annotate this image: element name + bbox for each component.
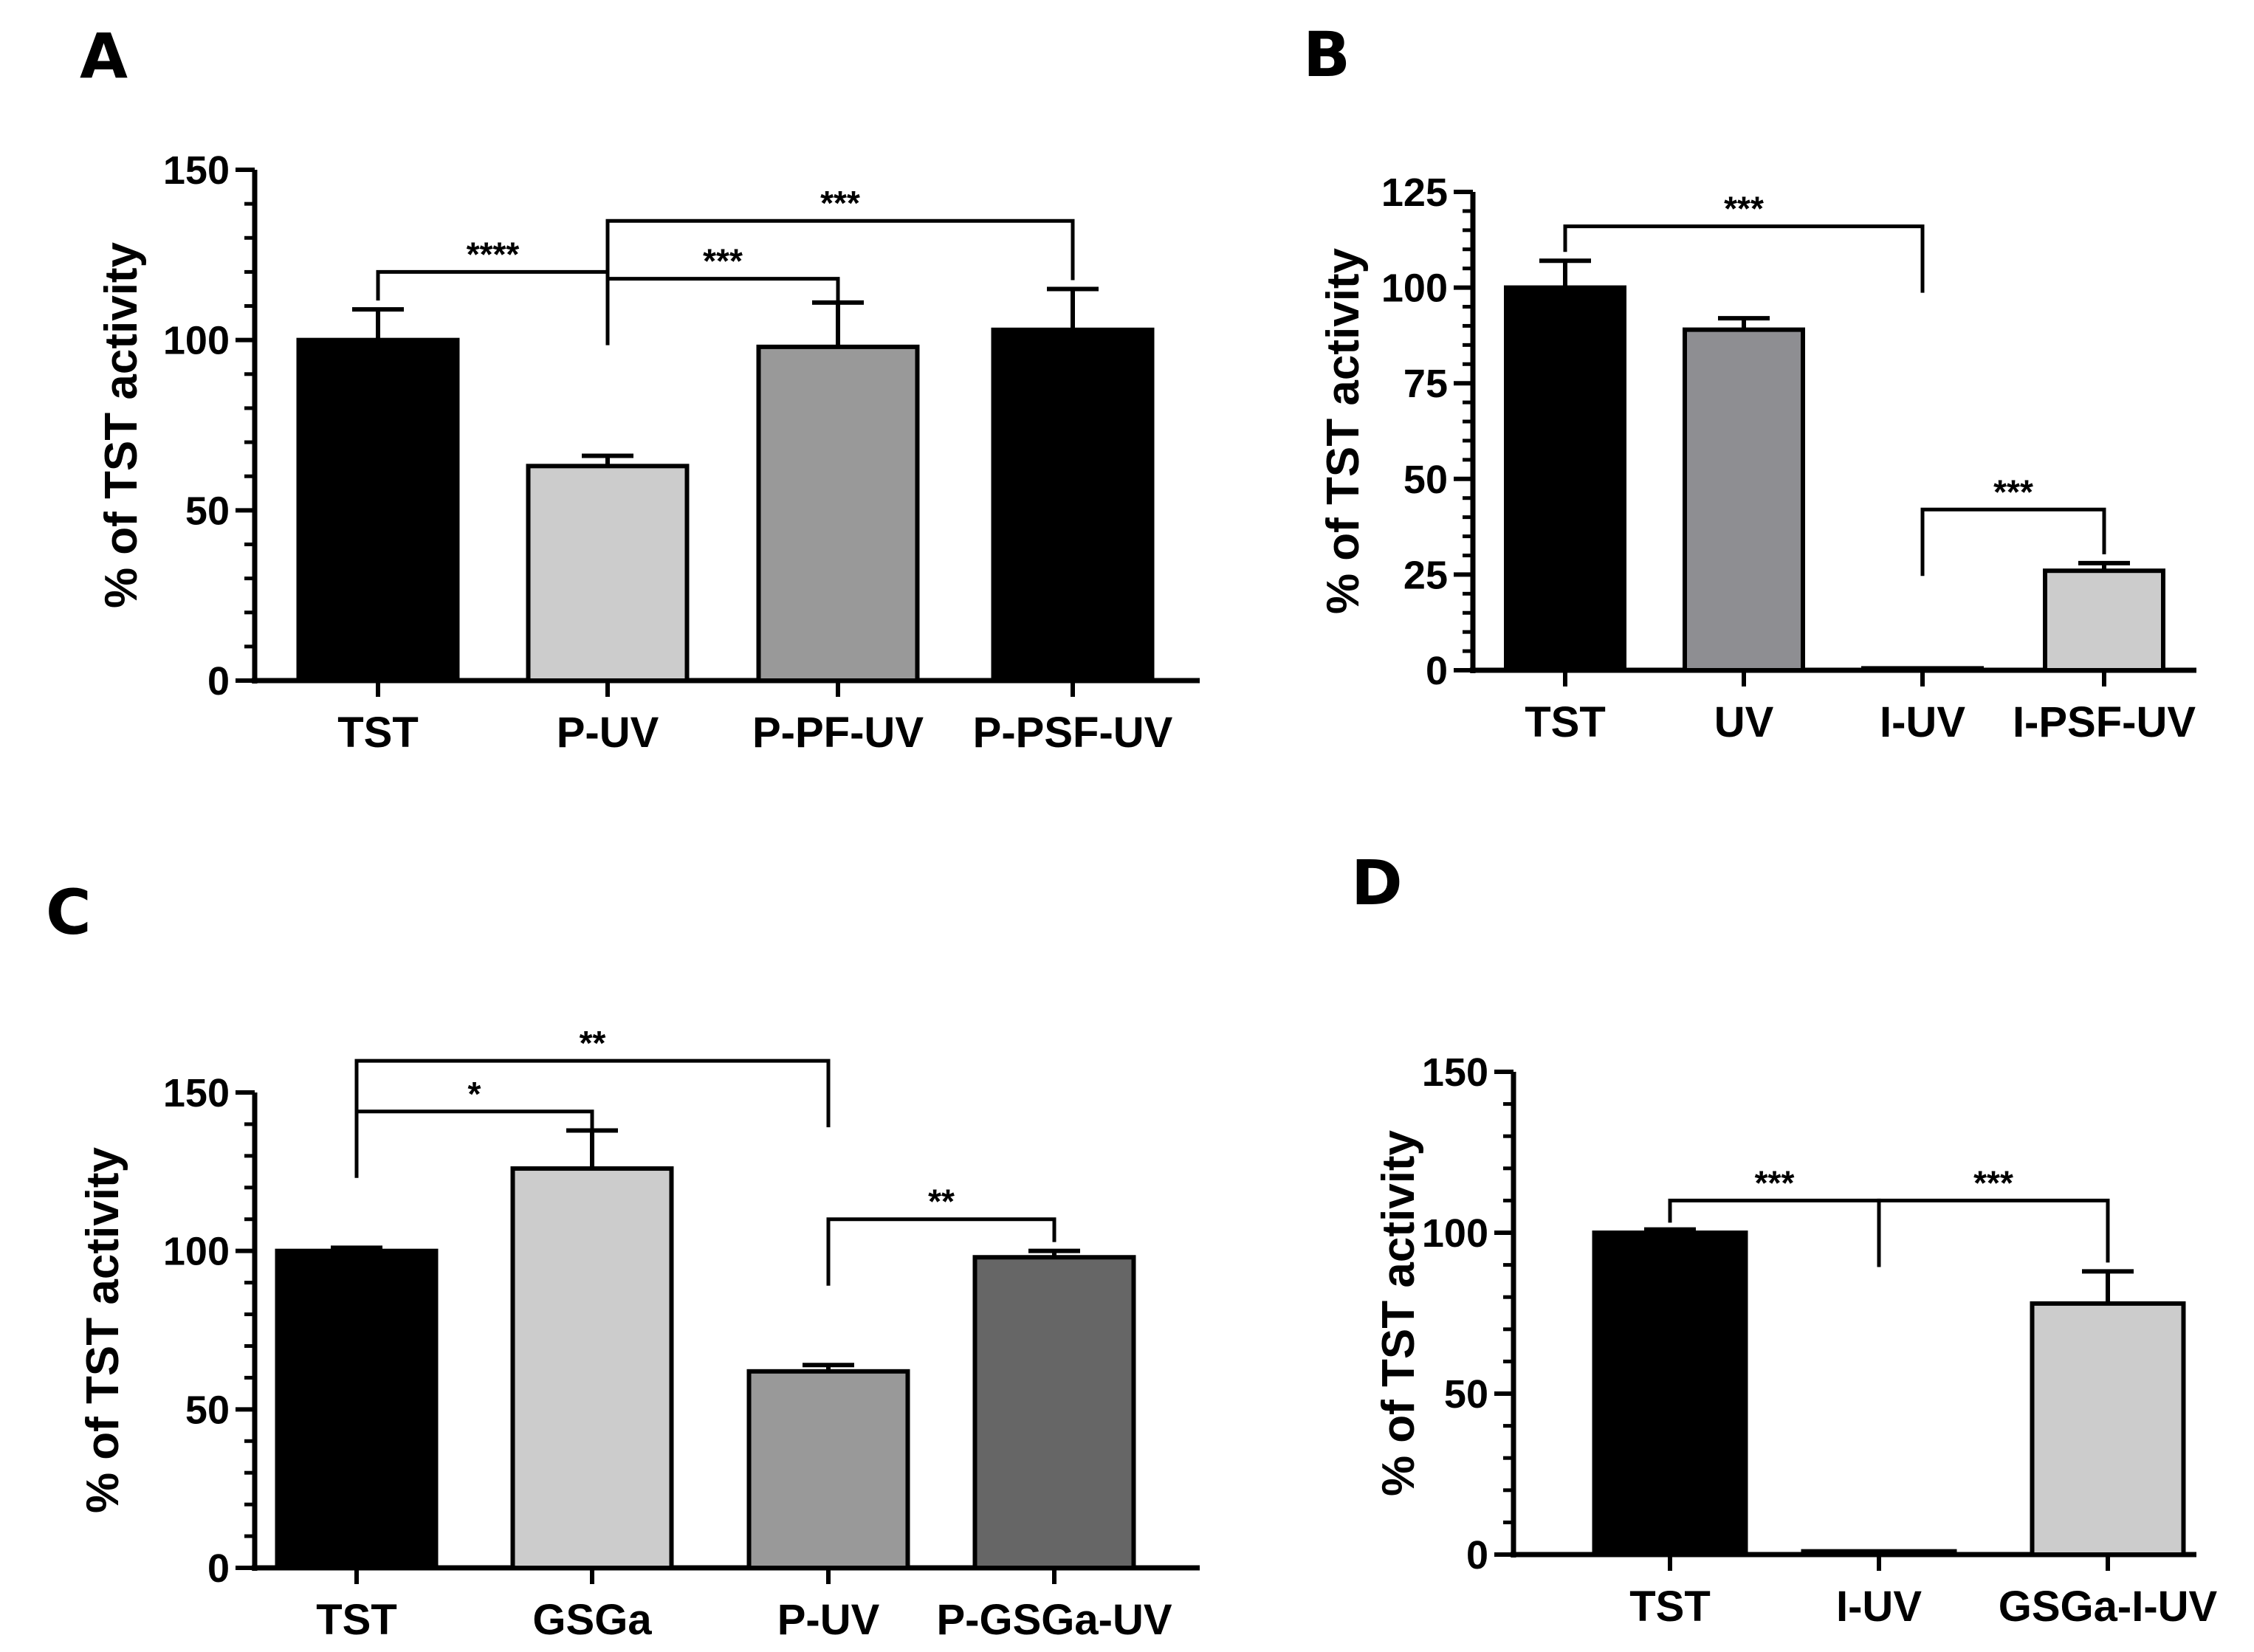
category-label: TST — [1525, 698, 1606, 746]
significance-bracket — [826, 1217, 1056, 1286]
y-tick-label: 100 — [1381, 266, 1448, 311]
bar — [1861, 666, 1984, 673]
significance-label: ** — [928, 1183, 955, 1221]
bar — [1801, 1549, 1957, 1557]
bar — [1683, 327, 1805, 672]
bar — [1592, 1231, 1748, 1557]
panel-b: B 0 25 50 75 100 125 % of TST activity TST UV I-UV… — [1303, 18, 2196, 746]
category-label: TST — [337, 709, 419, 757]
significance-bracket — [376, 269, 610, 339]
y-tick-label: 0 — [207, 1546, 230, 1591]
significance-label: *** — [1755, 1163, 1795, 1202]
significance-label: *** — [820, 184, 860, 222]
significance-bracket — [1920, 507, 2106, 577]
category-label: GSGa-I-UV — [1999, 1583, 2218, 1631]
significance-label: *** — [1993, 472, 2033, 511]
category-label: UV — [1714, 698, 1774, 746]
category-label: P-PF-UV — [752, 709, 924, 757]
significance-label: *** — [1973, 1163, 2013, 1202]
significance-bracket — [354, 1109, 594, 1178]
bar — [275, 1248, 439, 1570]
panel-letter: A — [80, 20, 128, 92]
significance-label: *** — [1724, 190, 1764, 228]
category-label: TST — [316, 1596, 397, 1644]
panel-letter: C — [46, 876, 92, 949]
bar — [296, 337, 460, 683]
y-tick-label: 25 — [1403, 553, 1448, 597]
y-tick-label: 0 — [207, 659, 230, 703]
bar — [1504, 285, 1626, 673]
y-tick-label: 150 — [163, 148, 230, 193]
y-tick-label: 50 — [185, 1388, 230, 1432]
y-tick-label: 50 — [1403, 458, 1448, 502]
category-label: GSGa — [532, 1596, 652, 1644]
category-label: I-UV — [1836, 1583, 1922, 1631]
bar — [756, 344, 920, 683]
y-tick-label: 150 — [1422, 1050, 1488, 1095]
y-tick-label: 125 — [1381, 171, 1448, 215]
panel-c: C 0 50 100 150 % of TST activity TST GSGa P-UV P-… — [46, 876, 1200, 1644]
category-label: P-GSGa-UV — [936, 1596, 1172, 1644]
significance-bracket — [354, 1059, 831, 1128]
y-tick-label: 100 — [1422, 1211, 1488, 1256]
category-label: I-UV — [1880, 698, 1965, 746]
bar — [526, 464, 690, 683]
category-label: I-PSF-UV — [2013, 698, 2196, 746]
bar — [972, 1255, 1136, 1570]
significance-label: *** — [703, 242, 743, 281]
significance-bracket — [1563, 224, 1925, 293]
y-axis-title: % of TST activity — [78, 1146, 128, 1513]
panel-a: A 0 50 100 150 % of TST activity TST P-UV P-PF-U… — [80, 20, 1200, 757]
y-tick-label: 0 — [1426, 649, 1448, 693]
y-tick-label: 100 — [163, 319, 230, 363]
bar — [2043, 568, 2165, 672]
significance-label: ** — [580, 1024, 606, 1062]
y-axis-title: % of TST activity — [1318, 247, 1369, 614]
y-tick-label: 150 — [163, 1071, 230, 1115]
category-label: TST — [1629, 1583, 1711, 1631]
significance-bracket — [605, 218, 1075, 288]
significance-label: **** — [467, 235, 520, 273]
y-tick-label: 75 — [1403, 362, 1448, 406]
category-label: P-PSF-UV — [973, 709, 1173, 757]
bar — [510, 1166, 674, 1571]
panel-letter: B — [1303, 18, 1350, 91]
y-axis-title: % of TST activity — [96, 241, 147, 608]
y-tick-label: 0 — [1466, 1533, 1488, 1577]
category-label: P-UV — [557, 709, 659, 757]
y-tick-label: 100 — [163, 1230, 230, 1274]
panel-d: D 0 50 100 150 % of TST activity TST I-UV GSGa-I… — [1351, 847, 2218, 1631]
y-axis-title: % of TST activity — [1373, 1129, 1424, 1496]
bar — [991, 327, 1155, 683]
panel-letter: D — [1351, 847, 1403, 919]
y-tick-label: 50 — [1444, 1372, 1488, 1417]
significance-label: * — [468, 1075, 481, 1113]
bar — [746, 1369, 910, 1571]
y-tick-label: 50 — [185, 489, 230, 533]
bar — [2030, 1301, 2186, 1558]
significance-bracket — [1877, 1198, 2110, 1267]
significance-bracket — [605, 277, 840, 345]
category-label: P-UV — [777, 1596, 880, 1644]
